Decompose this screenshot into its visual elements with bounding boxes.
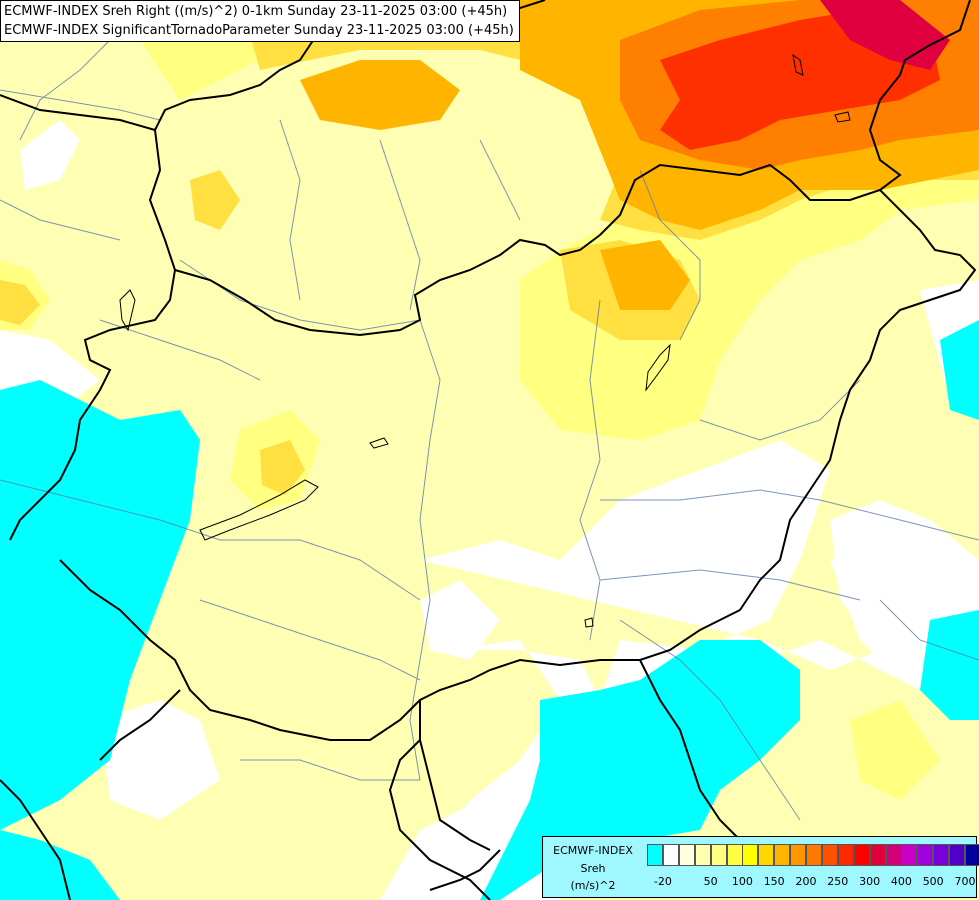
legend-swatch xyxy=(917,844,934,866)
legend-tick: -20 xyxy=(653,875,672,888)
legend-swatch xyxy=(949,844,966,866)
legend-tick: 150 xyxy=(763,875,785,888)
legend-swatch xyxy=(758,844,775,866)
map-title-sreh: ECMWF-INDEX Sreh Right ((m/s)^2) 0-1km S… xyxy=(4,4,508,19)
map-title-box: ECMWF-INDEX Sreh Right ((m/s)^2) 0-1km S… xyxy=(0,0,520,42)
legend-swatch xyxy=(933,844,950,866)
legend-swatch xyxy=(647,844,663,866)
color-legend: ECMWF-INDEX Sreh (m/s)^2 -20 50 100 150 200 2… xyxy=(542,836,979,898)
legend-swatch xyxy=(742,844,759,866)
legend-swatch xyxy=(901,844,918,866)
legend-swatch xyxy=(726,844,743,866)
legend-swatch xyxy=(853,844,870,866)
legend-swatch xyxy=(678,844,695,866)
legend-tick: 250 xyxy=(827,875,849,888)
map-title-stp: ECMWF-INDEX SignificantTornadoParameter … xyxy=(4,23,514,38)
legend-swatch xyxy=(806,844,822,866)
legend-swatch xyxy=(710,844,727,866)
legend-parameter-label: Sreh xyxy=(580,862,606,875)
legend-swatch xyxy=(837,844,854,866)
legend-swatch xyxy=(885,844,902,866)
legend-swatch xyxy=(662,844,679,866)
legend-tick: 300 xyxy=(859,875,881,888)
legend-tick: 400 xyxy=(890,875,912,888)
legend-tick: 500 xyxy=(922,875,944,888)
legend-tick: 200 xyxy=(795,875,817,888)
rivers xyxy=(0,39,979,821)
legend-swatch xyxy=(869,844,886,866)
legend-swatch xyxy=(821,844,838,866)
lakes xyxy=(119,53,851,628)
legend-swatch xyxy=(774,844,791,866)
legend-tick: 100 xyxy=(731,875,753,888)
legend-tick: 700 xyxy=(954,875,976,888)
legend-swatch xyxy=(965,844,979,866)
legend-tick: 50 xyxy=(703,875,718,888)
legend-unit-label: (m/s)^2 xyxy=(570,879,616,892)
legend-swatch xyxy=(694,844,711,866)
legend-model-label: ECMWF-INDEX xyxy=(553,844,633,857)
legend-swatch xyxy=(790,844,807,866)
